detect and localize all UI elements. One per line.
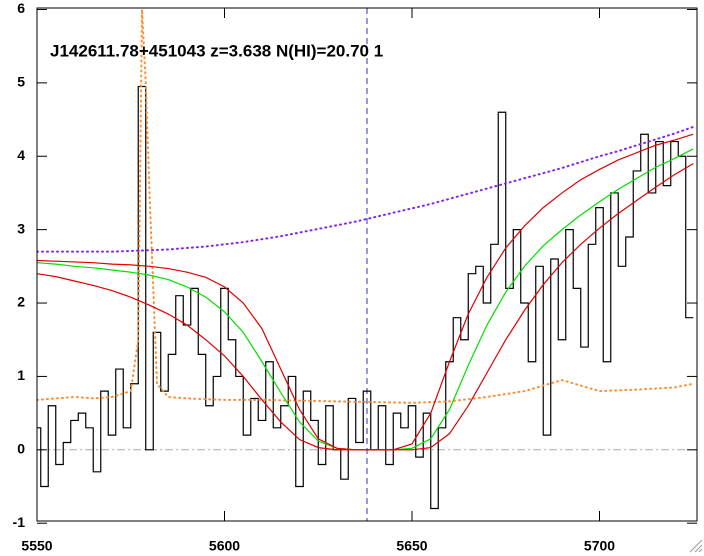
annotation: J142611.78+451043 z=3.638 N(HI)=20.70 1 [50, 41, 383, 60]
series-line [37, 163, 694, 451]
y-tick-label: 0 [17, 441, 25, 457]
x-tick-label: 5650 [396, 538, 427, 554]
x-tick-label: 5550 [21, 538, 52, 554]
y-tick-label: 4 [17, 147, 25, 163]
y-tick-label: 6 [17, 0, 25, 16]
series-line [37, 125, 695, 253]
series-line [37, 85, 694, 510]
series-line [37, 9, 695, 404]
x-tick-label: 5700 [584, 538, 615, 554]
y-tick-label: 3 [17, 220, 25, 236]
resize-grip [689, 539, 703, 553]
x-tick-label: 5600 [209, 538, 240, 554]
plot-area [37, 8, 697, 521]
frame [36, 7, 698, 522]
y-tick-label: -1 [13, 514, 26, 530]
y-tick-label: 1 [17, 367, 25, 383]
y-tick-label: 5 [17, 74, 25, 90]
y-tick-label: 2 [17, 294, 25, 310]
